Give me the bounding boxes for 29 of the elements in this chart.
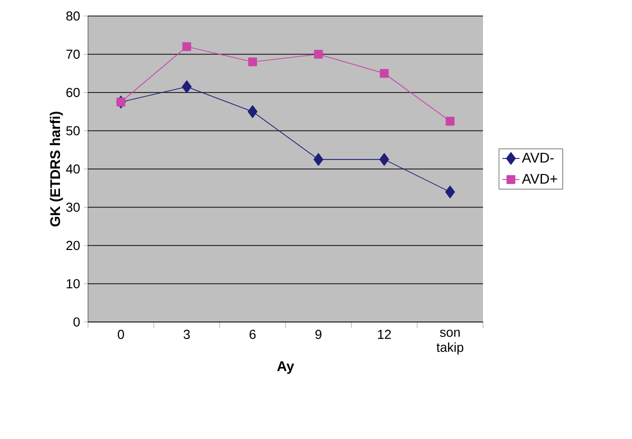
legend-label: AVD+: [522, 174, 558, 184]
x-tick-label: 0: [118, 330, 124, 339]
point: [182, 42, 192, 51]
point: [314, 50, 323, 59]
y-tick-label: 30: [66, 202, 80, 212]
x-axis-title: Ay: [277, 361, 294, 374]
x-tick-label: 3: [184, 330, 190, 339]
x-tick-label: son takip: [436, 330, 464, 354]
point: [248, 105, 258, 118]
y-axis-title: GK (ETDRS harfi): [50, 112, 63, 226]
y-tick-label: 70: [66, 50, 80, 59]
point: [445, 186, 455, 198]
point: [380, 68, 389, 78]
x-tick-label: 6: [250, 330, 256, 339]
point: [446, 116, 454, 126]
y-tick-label: 10: [66, 279, 80, 288]
y-tick-label: 20: [66, 240, 80, 250]
x-tick-label: 12: [378, 330, 391, 339]
y-tick-label: 0: [73, 317, 80, 327]
y-tick-label: 50: [66, 126, 80, 136]
point: [248, 58, 257, 66]
point: [182, 80, 192, 94]
y-tick-label: 40: [66, 164, 80, 174]
legend-label: AVD-: [522, 152, 554, 162]
x-tick-label: 9: [315, 330, 322, 339]
point: [379, 153, 390, 166]
y-tick-label: 80: [66, 11, 80, 21]
y-tick-label: 60: [66, 88, 80, 98]
point: [314, 153, 324, 166]
